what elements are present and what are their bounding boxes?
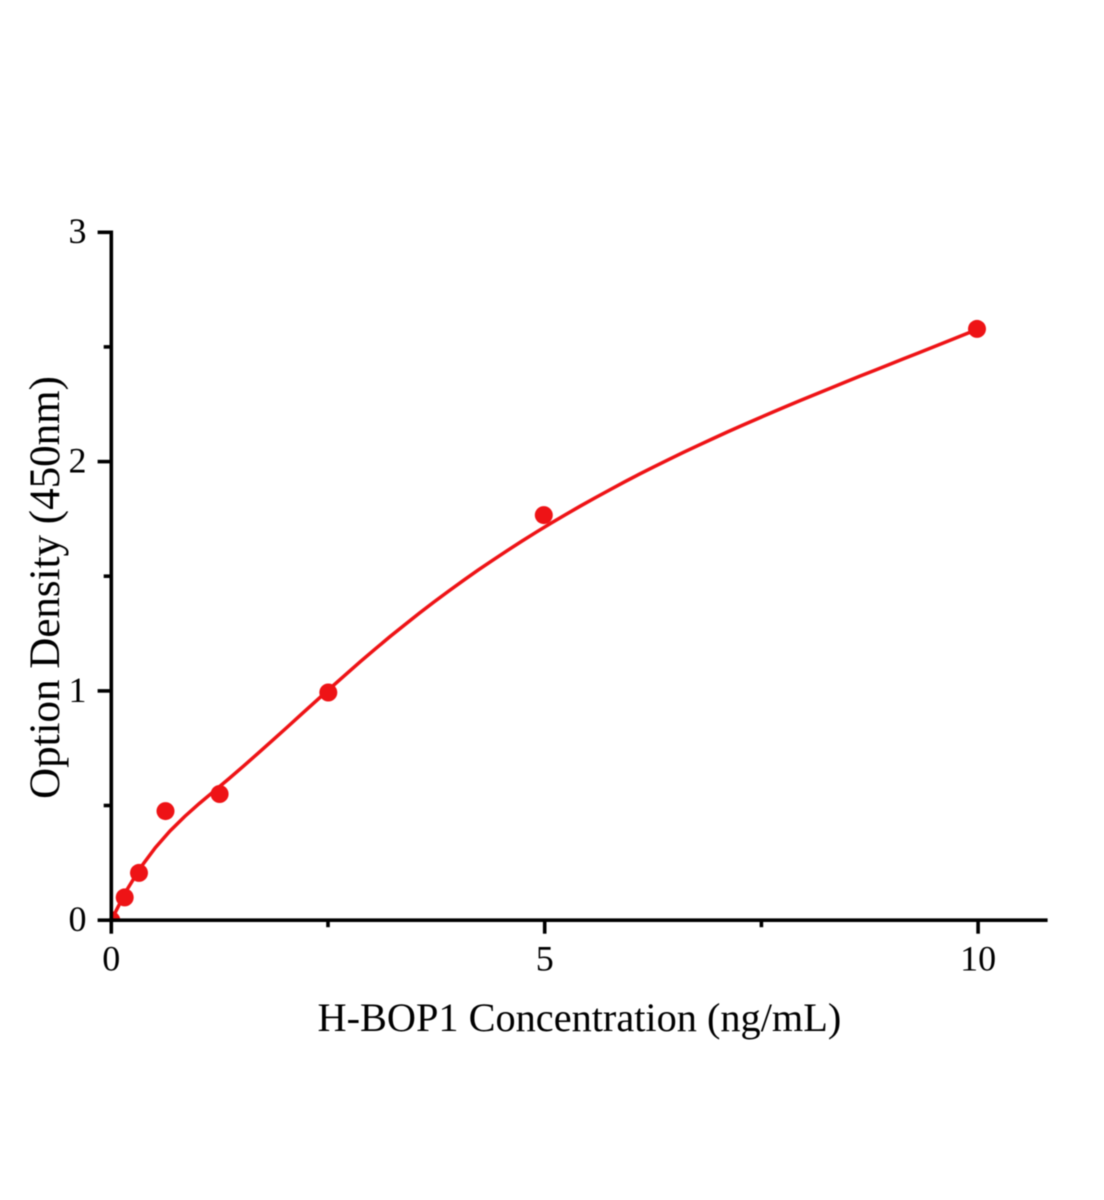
svg-text:2: 2	[69, 441, 87, 481]
svg-text:H-BOP1 Concentration (ng/mL): H-BOP1 Concentration (ng/mL)	[318, 995, 842, 1040]
svg-text:1: 1	[69, 670, 87, 710]
svg-text:5: 5	[536, 938, 554, 978]
svg-text:0: 0	[69, 899, 87, 939]
svg-text:0: 0	[102, 938, 120, 978]
svg-text:Option Density (450nm): Option Density (450nm)	[22, 376, 69, 799]
svg-text:3: 3	[69, 211, 87, 251]
svg-text:10: 10	[960, 938, 996, 978]
